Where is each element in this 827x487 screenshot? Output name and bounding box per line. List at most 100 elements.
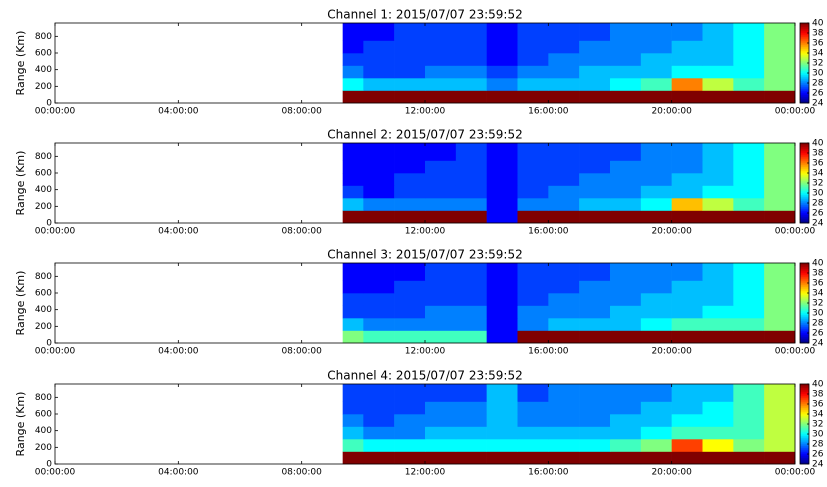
heatmap-cell	[486, 451, 518, 465]
heatmap-cell	[363, 160, 395, 174]
colorbar-segment	[800, 185, 809, 188]
heatmap-cell	[548, 185, 580, 199]
colorbar-segment	[800, 402, 809, 405]
colorbar-segment	[800, 195, 809, 198]
colorbar-segment	[800, 293, 809, 296]
x-tick-label: 04:00:00	[158, 107, 199, 117]
colorbar-tick-label: 30	[812, 69, 824, 79]
colorbar-segment	[800, 317, 809, 320]
heatmap-cell	[671, 293, 703, 306]
colorbar-segment	[800, 462, 809, 465]
heatmap-cell	[702, 90, 734, 104]
colorbar-segment	[800, 309, 809, 312]
heatmap-cell	[486, 318, 518, 331]
heatmap-cell	[342, 330, 364, 344]
heatmap-cell	[394, 384, 426, 402]
heatmap-cell	[455, 439, 487, 452]
heatmap-cell	[702, 426, 734, 440]
x-tick-label: 12:00:00	[405, 227, 446, 237]
colorbar-segment	[800, 303, 809, 306]
colorbar-segment	[800, 203, 809, 206]
x-tick-label: 04:00:00	[158, 227, 199, 237]
heatmap-cell	[640, 401, 672, 415]
y-tick-label: 800	[35, 152, 52, 162]
heatmap-cell	[425, 23, 457, 41]
heatmap-cell	[640, 451, 672, 465]
colorbar-segment	[800, 279, 809, 282]
heatmap-cell	[640, 210, 672, 224]
colorbar-segment	[800, 211, 809, 214]
heatmap-cell	[342, 210, 364, 224]
x-tick-label: 04:00:00	[158, 347, 199, 357]
colorbar-segment	[800, 173, 809, 176]
heatmap-cell	[455, 160, 487, 174]
heatmap-cell	[702, 160, 734, 174]
colorbar-segment	[800, 337, 809, 340]
heatmap-cell	[702, 330, 734, 344]
heatmap-cell	[342, 40, 364, 54]
heatmap-cell	[579, 143, 611, 161]
colorbar-segment	[800, 398, 809, 401]
heatmap-cell	[455, 280, 487, 294]
heatmap-cell	[764, 40, 796, 54]
heatmap-cell	[394, 305, 426, 319]
heatmap-cell	[517, 318, 549, 331]
colorbar-segment	[800, 83, 809, 86]
colorbar-segment	[800, 187, 809, 190]
heatmap-cell	[733, 426, 765, 440]
heatmap-cell	[342, 293, 364, 306]
colorbar-tick-label: 36	[812, 159, 824, 169]
colorbar-segment	[800, 275, 809, 278]
heatmap-cell	[425, 90, 457, 104]
heatmap-cell	[342, 198, 364, 211]
colorbar-segment	[800, 331, 809, 334]
colorbar-segment	[800, 289, 809, 292]
colorbar-segment	[800, 315, 809, 318]
colorbar-segment	[800, 418, 809, 421]
colorbar-tick-label: 26	[812, 329, 824, 339]
heatmap-cell	[394, 185, 426, 199]
heatmap-cell	[671, 78, 703, 91]
heatmap-cell	[394, 160, 426, 174]
heatmap-cell	[640, 78, 672, 91]
heatmap-cell	[486, 53, 518, 66]
heatmap-cell	[342, 305, 364, 319]
heatmap-cell	[394, 65, 426, 79]
heatmap-cell	[455, 426, 487, 440]
y-tick-label: 0	[46, 219, 52, 229]
colorbar-segment	[800, 446, 809, 449]
heatmap-cell	[548, 451, 580, 465]
colorbar-segment	[800, 33, 809, 36]
heatmap-cell	[671, 280, 703, 294]
heatmap-cell	[671, 185, 703, 199]
x-tick-label: 00:00:00	[775, 347, 816, 357]
heatmap-cell	[733, 305, 765, 319]
heatmap-cell	[764, 318, 796, 331]
heatmap-cell	[548, 210, 580, 224]
colorbar-segment	[800, 422, 809, 425]
heatmap-cell	[702, 439, 734, 452]
heatmap-cell	[702, 53, 734, 66]
y-tick-label: 600	[35, 49, 52, 59]
heatmap-cell	[610, 293, 642, 306]
heatmap-cell	[425, 185, 457, 199]
heatmap-cell	[425, 65, 457, 79]
colorbar-segment	[800, 217, 809, 220]
heatmap-cell	[640, 90, 672, 104]
heatmap-cell	[342, 451, 364, 465]
colorbar-segment	[800, 448, 809, 451]
heatmap-cell	[342, 23, 364, 41]
heatmap-cell	[733, 439, 765, 452]
heatmap-cell	[455, 305, 487, 319]
heatmap-cell	[517, 23, 549, 41]
heatmap-cell	[342, 263, 364, 281]
heatmap-cell	[455, 198, 487, 211]
colorbar-segment	[800, 321, 809, 324]
heatmap-cell	[486, 90, 518, 104]
y-tick-label: 800	[35, 32, 52, 42]
x-tick-label: 12:00:00	[405, 468, 446, 478]
colorbar-tick-label: 24	[812, 99, 824, 109]
colorbar-segment	[800, 171, 809, 174]
heatmap-cell	[610, 40, 642, 54]
heatmap-cell	[702, 78, 734, 91]
